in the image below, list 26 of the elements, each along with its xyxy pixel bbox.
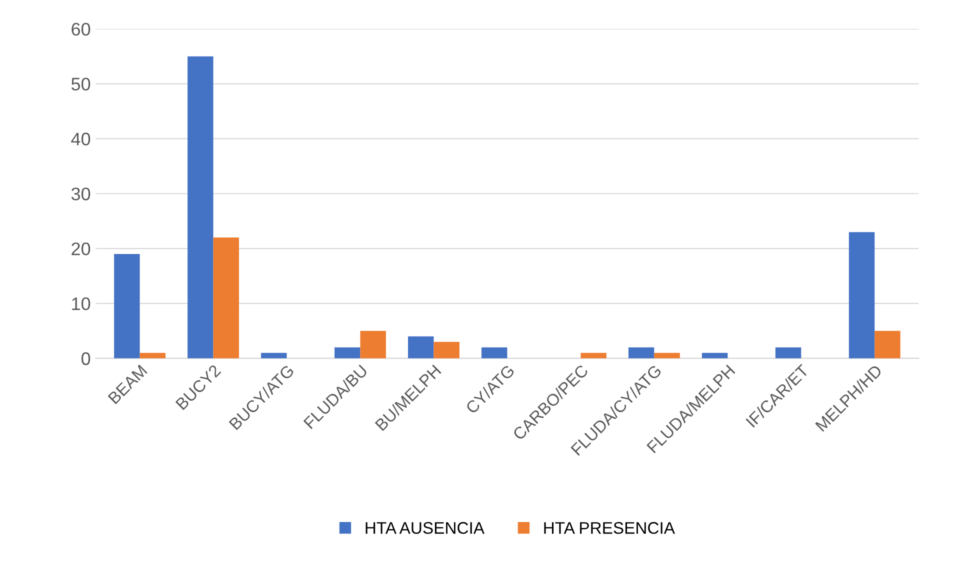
bar xyxy=(702,352,728,358)
bar xyxy=(580,352,606,358)
bar xyxy=(874,330,900,358)
y-tick-label: 20 xyxy=(72,242,90,256)
bar xyxy=(775,347,802,358)
bar xyxy=(213,238,239,358)
bar xyxy=(188,56,214,358)
bar xyxy=(481,347,508,358)
bar xyxy=(114,254,140,358)
bar xyxy=(261,352,287,358)
bar xyxy=(628,347,654,358)
y-tick-label: 0 xyxy=(82,352,90,366)
y-tick-label: 60 xyxy=(72,22,90,36)
y-tick-label: 40 xyxy=(71,132,90,146)
bar xyxy=(360,330,386,358)
bar xyxy=(848,232,875,358)
bar xyxy=(408,336,434,358)
legend-label: HTA AUSENCIA xyxy=(366,522,484,534)
y-tick-label: 30 xyxy=(71,188,90,200)
bar xyxy=(654,352,680,358)
bar xyxy=(334,347,360,358)
bar xyxy=(434,342,460,358)
y-tick-label: 50 xyxy=(71,78,90,91)
y-tick-label: 10 xyxy=(72,297,90,310)
legend-label: HTA PRESENCIA xyxy=(544,522,675,534)
bar xyxy=(140,352,166,358)
